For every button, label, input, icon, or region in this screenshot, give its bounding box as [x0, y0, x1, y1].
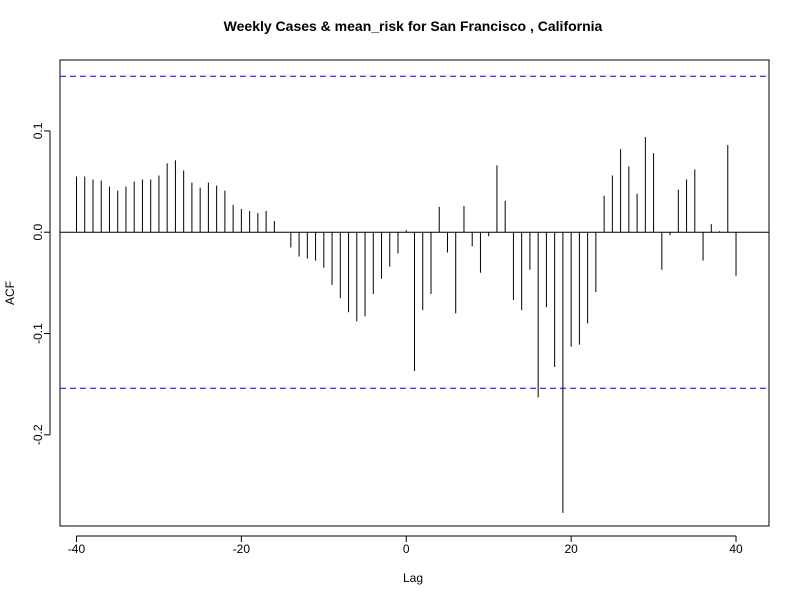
y-tick-label: 0.0 [31, 224, 45, 241]
x-tick-label: 40 [729, 542, 743, 556]
x-tick-label: -20 [233, 542, 251, 556]
chart-title: Weekly Cases & mean_risk for San Francis… [224, 18, 603, 34]
acf-bars [75, 136, 737, 513]
y-tick-label: 0.1 [31, 122, 45, 139]
y-tick-label: -0.1 [31, 323, 45, 344]
x-tick-label: 0 [403, 542, 410, 556]
x-axis-label: Lag [403, 571, 423, 585]
y-axis-label: ACF [3, 281, 17, 305]
x-axis: -40 -20 0 20 40 [68, 535, 743, 556]
y-axis: -0.2 -0.1 0.0 0.1 [31, 122, 51, 445]
plot-frame [59, 59, 770, 527]
y-tick-label: -0.2 [31, 424, 45, 445]
x-tick-label: -40 [68, 542, 86, 556]
x-tick-label: 20 [564, 542, 578, 556]
